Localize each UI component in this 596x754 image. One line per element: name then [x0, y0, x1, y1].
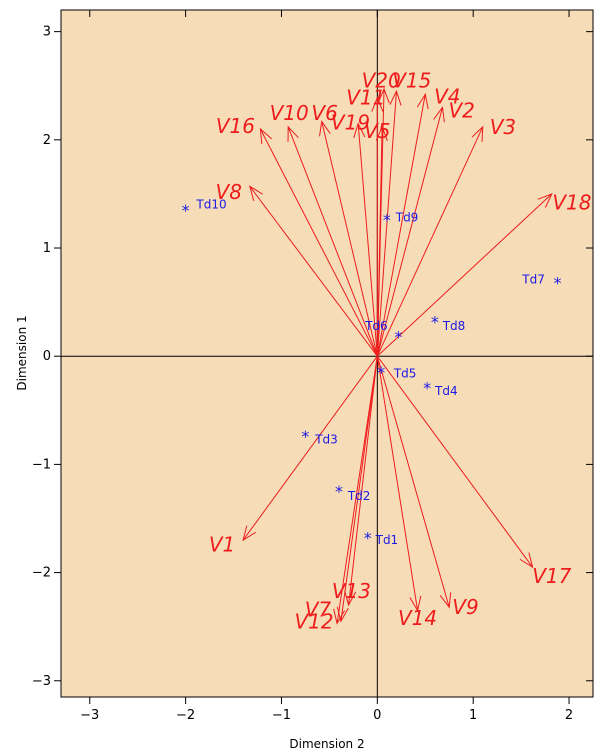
y-tick-label: 0 [43, 349, 51, 364]
x-axis-title: Dimension 2 [289, 737, 364, 751]
point-label-td2: Td2 [347, 489, 371, 503]
point-marker-td9: * [383, 211, 391, 230]
point-label-td4: Td4 [434, 384, 458, 398]
vector-arrowhead-v8 [249, 185, 263, 201]
vector-arrowhead-v20 [377, 87, 390, 104]
vector-label-v15: V15 [392, 68, 431, 92]
vector-label-v6: V6 [311, 101, 337, 125]
point-marker-td8: * [431, 312, 439, 331]
vector-arrowhead-v10 [287, 125, 299, 142]
vector-line-v13 [348, 356, 378, 606]
point-label-td9: Td9 [395, 211, 419, 225]
vector-line-v2 [376, 107, 443, 357]
vector-arrowhead-v17 [519, 552, 534, 569]
vector-label-v3: V3 [490, 115, 516, 139]
vector-line-v15 [376, 91, 397, 357]
point-marker-td2: * [335, 482, 343, 501]
vector-line-v4 [376, 94, 426, 357]
vector-line-v9 [376, 356, 450, 608]
vector-label-v9: V9 [452, 595, 478, 619]
vector-label-v2: V2 [448, 99, 474, 123]
point-label-td3: Td3 [314, 433, 338, 447]
x-axis: −3 −2 −1 0 1 2 [80, 10, 573, 723]
point-label-td10: Td10 [195, 198, 226, 212]
vector-line-v10 [287, 126, 378, 357]
point-marker-td3: * [301, 427, 309, 446]
vector-line-v18 [376, 193, 553, 357]
vector-label-v14: V14 [398, 606, 437, 630]
vector-arrowhead-v15 [389, 89, 402, 106]
point-label-td6: Td6 [364, 319, 388, 333]
vector-arrowhead-v4 [416, 93, 429, 110]
vector-arrowhead-v12 [333, 608, 346, 625]
vector-label-v17: V17 [532, 564, 571, 588]
vector-line-v8 [249, 186, 378, 357]
vector-arrowhead-v1 [242, 525, 257, 542]
point-label-td7: Td7 [521, 272, 545, 286]
vector-arrowhead-v13 [344, 590, 357, 607]
vector-arrowhead-v5 [375, 125, 388, 142]
vector-layer: V1V2V3V4V5V6V7V8V9V10V11V12V13V14V15V16V… [209, 68, 592, 633]
y-axis-title: Dimension 1 [15, 315, 29, 390]
y-tick-label: 2 [43, 133, 51, 148]
vector-line-v6 [321, 121, 378, 357]
vector-label-v13: V13 [332, 579, 371, 603]
vector-label-v12: V12 [294, 609, 333, 633]
vector-arrowhead-v9 [439, 592, 452, 609]
x-tick-label: 0 [373, 708, 381, 723]
point-layer: * Td1* Td2* Td3* Td4* Td5*Td6*Td7* Td8* Td9* Td1… [182, 198, 562, 548]
vector-label-v16: V16 [216, 114, 255, 138]
vector-arrowhead-v14 [409, 595, 422, 612]
vector-label-v18: V18 [552, 191, 591, 215]
point-marker-td10: * [182, 201, 190, 220]
point-label-td1: Td1 [375, 533, 399, 547]
x-tick-label: −3 [80, 708, 99, 723]
y-tick-label: −3 [32, 674, 51, 689]
y-axis: −3 −2 −1 0 1 2 3 [32, 25, 593, 689]
x-tick-label: −2 [176, 708, 195, 723]
x-tick-label: 2 [565, 708, 573, 723]
vector-line-v7 [340, 356, 378, 622]
vector-arrowhead-v16 [259, 127, 273, 144]
vector-label-v8: V8 [216, 180, 242, 204]
vector-line-v16 [259, 128, 378, 357]
point-label-td5: Td5 [393, 367, 417, 381]
point-label-td8: Td8 [442, 319, 466, 333]
vector-line-v12 [336, 356, 378, 624]
point-marker-td4: * [423, 378, 431, 397]
vector-arrowhead-v11 [371, 96, 384, 112]
vector-arrowhead-v18 [537, 193, 553, 208]
vector-label-v11: V11 [346, 86, 385, 110]
vector-label-v19: V19 [331, 111, 370, 135]
vector-arrowhead-v19 [353, 122, 366, 139]
vector-label-v10: V10 [270, 101, 309, 125]
x-tick-label: 1 [469, 708, 477, 723]
point-marker-td5: * [377, 363, 385, 382]
vector-arrowhead-v6 [319, 120, 331, 137]
vector-line-v20 [376, 88, 385, 357]
vector-arrowhead-v2 [433, 106, 445, 123]
y-tick-label: 3 [43, 25, 51, 40]
point-marker-td1: * [364, 529, 372, 548]
vector-line-v3 [376, 126, 484, 357]
vector-label-v1: V1 [209, 532, 235, 556]
vector-arrowhead-v3 [471, 125, 484, 142]
vector-line-v17 [376, 355, 534, 568]
vector-line-v1 [242, 355, 378, 541]
vector-label-v7: V7 [305, 597, 332, 621]
vector-label-v20: V20 [362, 68, 401, 92]
vector-line-v19 [357, 123, 378, 357]
y-tick-label: −1 [32, 457, 51, 472]
point-marker-td7: * [554, 273, 562, 292]
y-tick-label: 1 [43, 241, 51, 256]
vector-line-v14 [376, 356, 419, 611]
y-tick-label: −2 [32, 566, 51, 581]
vector-label-v4: V4 [434, 85, 460, 109]
x-tick-label: −1 [272, 708, 291, 723]
point-marker-td6: * [394, 327, 402, 346]
plot-area [60, 9, 594, 698]
